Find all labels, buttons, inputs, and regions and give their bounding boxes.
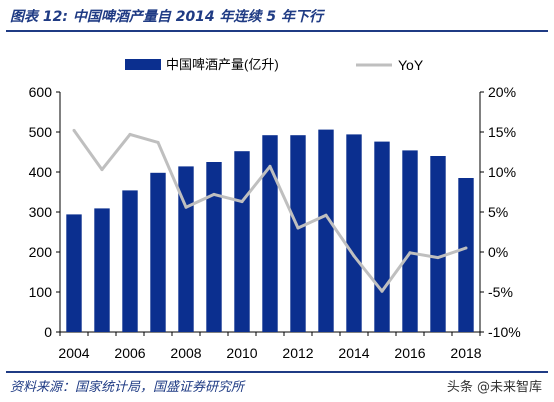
- bar: [402, 150, 418, 332]
- y-tick-label: 0: [44, 324, 52, 340]
- yoy-point: [128, 132, 132, 136]
- bar: [66, 214, 82, 332]
- bar: [150, 172, 166, 332]
- bar: [458, 178, 474, 332]
- bottom-rule: [6, 371, 548, 373]
- legend-label-bar: 中国啤酒产量(亿升): [166, 57, 279, 72]
- bar: [290, 135, 306, 332]
- yoy-point: [380, 289, 384, 293]
- bar: [234, 151, 250, 332]
- y2-tick-label: 0%: [488, 244, 508, 260]
- y-tick-label: 500: [29, 124, 53, 140]
- x-tick-label: 2004: [58, 345, 89, 361]
- x-tick-label: 2012: [282, 345, 313, 361]
- legend-label-line: YoY: [398, 57, 424, 73]
- figure-title: 图表 12: 中国啤酒产量自 2014 年连续 5 年下行: [10, 9, 324, 25]
- x-tick-label: 2006: [114, 345, 145, 361]
- bar: [374, 141, 390, 332]
- yoy-point: [268, 164, 272, 168]
- yoy-point: [184, 205, 188, 209]
- yoy-point: [72, 128, 76, 132]
- yoy-point: [324, 213, 328, 217]
- y-tick-label: 600: [29, 84, 53, 100]
- x-tick-label: 2010: [226, 345, 257, 361]
- y2-tick-label: 15%: [488, 124, 516, 140]
- y2-tick-label: 5%: [488, 204, 508, 220]
- bar: [122, 190, 138, 332]
- legend-swatch-bar: [125, 59, 161, 70]
- y-tick-label: 100: [29, 284, 53, 300]
- tick-labels: 0 100 200 300 400 500 600 -10% -5% 0% 5% 10% 15% 20% 2…: [29, 84, 521, 361]
- y-tick-label: 400: [29, 164, 53, 180]
- watermark: 头条 @未来智库: [446, 380, 542, 395]
- line-series: [72, 128, 468, 293]
- bar: [346, 134, 362, 332]
- yoy-point: [156, 140, 160, 144]
- yoy-point: [240, 200, 244, 204]
- y2-tick-label: 10%: [488, 164, 516, 180]
- bar: [430, 156, 446, 332]
- y2-tick-label: -5%: [488, 284, 513, 300]
- bar: [94, 208, 110, 332]
- bar: [178, 166, 194, 332]
- yoy-point: [436, 256, 440, 260]
- bar: [318, 129, 334, 332]
- x-tick-label: 2008: [170, 345, 201, 361]
- yoy-point: [408, 251, 412, 255]
- top-rule: [6, 30, 548, 32]
- y2-tick-label: 20%: [488, 84, 516, 100]
- bar-series: [66, 129, 474, 332]
- y2-tick-label: -10%: [488, 324, 521, 340]
- y-tick-label: 200: [29, 244, 53, 260]
- yoy-point: [464, 246, 468, 250]
- bar: [262, 135, 278, 332]
- x-tick-label: 2014: [338, 345, 369, 361]
- yoy-point: [212, 192, 216, 196]
- yoy-point: [352, 254, 356, 258]
- legend: 中国啤酒产量(亿升) YoY: [125, 57, 424, 73]
- x-tick-label: 2016: [394, 345, 425, 361]
- yoy-point: [296, 226, 300, 230]
- y-tick-label: 300: [29, 204, 53, 220]
- figure-source: 资料来源：国家统计局，国盛证券研究所: [10, 380, 245, 395]
- yoy-point: [100, 168, 104, 172]
- bar: [206, 162, 222, 332]
- x-tick-label: 2018: [450, 345, 481, 361]
